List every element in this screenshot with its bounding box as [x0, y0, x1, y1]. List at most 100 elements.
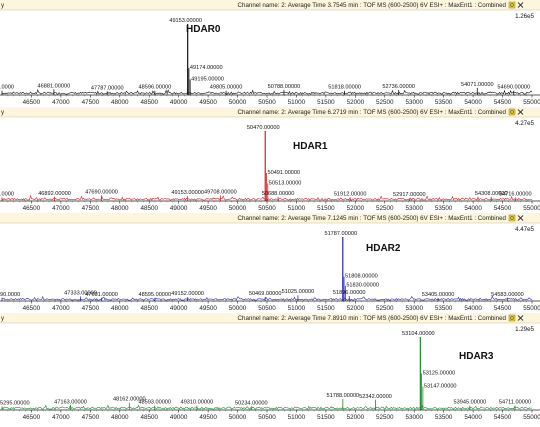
sample-label: HDAR1: [293, 141, 328, 152]
peak-label: 53945.00000: [454, 400, 487, 406]
x-tick-label: 49500: [199, 99, 217, 106]
peak-label: 51025.00000: [282, 289, 315, 295]
panel-header-bar: [0, 107, 540, 117]
peak-label: 49310.00000: [181, 400, 214, 406]
peak-label: 48596.00000: [139, 85, 172, 91]
x-tick-label: 49000: [170, 414, 188, 421]
peak-label: 54716.00000: [499, 192, 532, 198]
x-tick-label: 48500: [140, 414, 158, 421]
panel-header-prefix: y: [1, 315, 5, 322]
pin-icon-dot: [510, 110, 514, 114]
peak-label: 53125.00000: [423, 371, 456, 377]
x-tick-label: 47500: [82, 99, 100, 106]
x-tick-label: 50000: [229, 99, 247, 106]
x-tick-label: 50500: [258, 305, 276, 312]
peak-label: 47787.00000: [91, 85, 124, 91]
x-tick-label: 48500: [140, 205, 158, 212]
x-tick-label: 54000: [464, 414, 482, 421]
panel-header-prefix: y: [1, 2, 5, 9]
x-tick-label: 51000: [288, 414, 306, 421]
x-tick-label: 49000: [170, 205, 188, 212]
x-tick-label: 46500: [23, 99, 41, 106]
x-tick-label: 54500: [494, 305, 512, 312]
peak-label: 51808.00000: [345, 274, 378, 280]
peak-label: 46881.00000: [38, 83, 71, 89]
apex-peak-label: 50470.00000: [247, 125, 280, 131]
spectrum-baseline: [1, 295, 533, 301]
peak-label: 51896.00000: [333, 290, 366, 296]
peak-label: 52736.00000: [382, 84, 415, 90]
peak-label: 5295.00000: [0, 400, 30, 406]
x-tick-label: 48000: [111, 205, 129, 212]
x-tick-label: 46500: [23, 205, 41, 212]
spectrum-baseline: [1, 404, 533, 410]
close-icon: [517, 109, 524, 115]
x-tick-label: 49500: [199, 414, 217, 421]
peak-label: 49708.00000: [204, 189, 237, 195]
x-tick-label: 48500: [140, 99, 158, 106]
x-tick-label: 53000: [405, 205, 423, 212]
x-tick-label: 55000: [523, 414, 540, 421]
peak-label: 90.0000: [0, 292, 20, 298]
close-icon: [517, 315, 524, 321]
x-tick-label: 47500: [82, 414, 100, 421]
peak-label: 49152.00000: [171, 291, 204, 297]
apex-peak-label: 53104.00000: [402, 331, 435, 337]
x-tick-label: 47500: [82, 305, 100, 312]
peak-label: 54690.00000: [497, 85, 530, 91]
panel-header-title: Channel name: 2: Average Time 3.7545 min…: [238, 2, 507, 9]
x-tick-label: 54500: [494, 99, 512, 106]
x-tick-label: 54000: [464, 205, 482, 212]
spectrum-baseline: [1, 194, 533, 201]
pin-icon: [508, 1, 516, 9]
panel-header-bar: [0, 0, 540, 10]
peak-label: 50491.00000: [267, 170, 300, 176]
peak-label: 49195.00000: [191, 76, 224, 82]
peak-label: 48162.00000: [113, 397, 146, 403]
peak-label: .0000: [0, 85, 14, 91]
x-tick-label: 53500: [435, 305, 453, 312]
panel-header-bar: [0, 213, 540, 223]
apex-peak-label: 51787.00000: [324, 231, 357, 237]
peak-label: 49805.00000: [210, 85, 243, 91]
x-tick-label: 48000: [111, 414, 129, 421]
x-tick-label: 51000: [288, 99, 306, 106]
peak-label: 50234.00000: [235, 400, 268, 406]
peak-label: 54583.00000: [491, 292, 524, 298]
x-tick-label: 46500: [23, 305, 41, 312]
x-tick-label: 52500: [376, 205, 394, 212]
peak-label: 54308.00000: [475, 191, 508, 197]
x-tick-label: 49500: [199, 205, 217, 212]
peak-label: 52917.00000: [393, 192, 426, 198]
x-tick-label: 53500: [435, 205, 453, 212]
peak-label: 51788.00000: [327, 393, 360, 399]
x-tick-label: 53000: [405, 414, 423, 421]
peak-label: 53147.00000: [424, 384, 457, 390]
peak-label: 47163.00000: [54, 400, 87, 406]
sample-label: HDAR2: [366, 243, 401, 254]
x-tick-label: 50500: [258, 414, 276, 421]
x-tick-label: 51000: [288, 305, 306, 312]
x-tick-label: 55000: [523, 99, 540, 106]
x-tick-label: 49000: [170, 305, 188, 312]
x-tick-label: 47000: [52, 414, 70, 421]
panel-header-prefix: y: [1, 109, 5, 116]
x-tick-label: 51500: [317, 414, 335, 421]
x-tick-label: 53500: [435, 99, 453, 106]
x-tick-label: 52000: [347, 414, 365, 421]
x-tick-label: 48000: [111, 99, 129, 106]
x-tick-label: 55000: [523, 305, 540, 312]
x-tick-label: 47000: [52, 205, 70, 212]
peak-label: 51818.00000: [328, 85, 361, 91]
x-tick-label: 48500: [140, 305, 158, 312]
peak-label: 46892.00000: [38, 191, 71, 197]
peak-label: 50688.00000: [262, 191, 295, 197]
panel-header-title: Channel name: 2: Average Time 7.1245 min…: [238, 215, 507, 222]
peak-label: 54711.00000: [499, 400, 531, 406]
x-tick-label: 51500: [317, 99, 335, 106]
sample-label: HDAR0: [186, 24, 221, 35]
panel-header-title: Channel name: 2: Average Time 6.2719 min…: [238, 109, 507, 116]
x-tick-label: 50500: [258, 99, 276, 106]
peak-label: 48593.00000: [138, 400, 171, 406]
